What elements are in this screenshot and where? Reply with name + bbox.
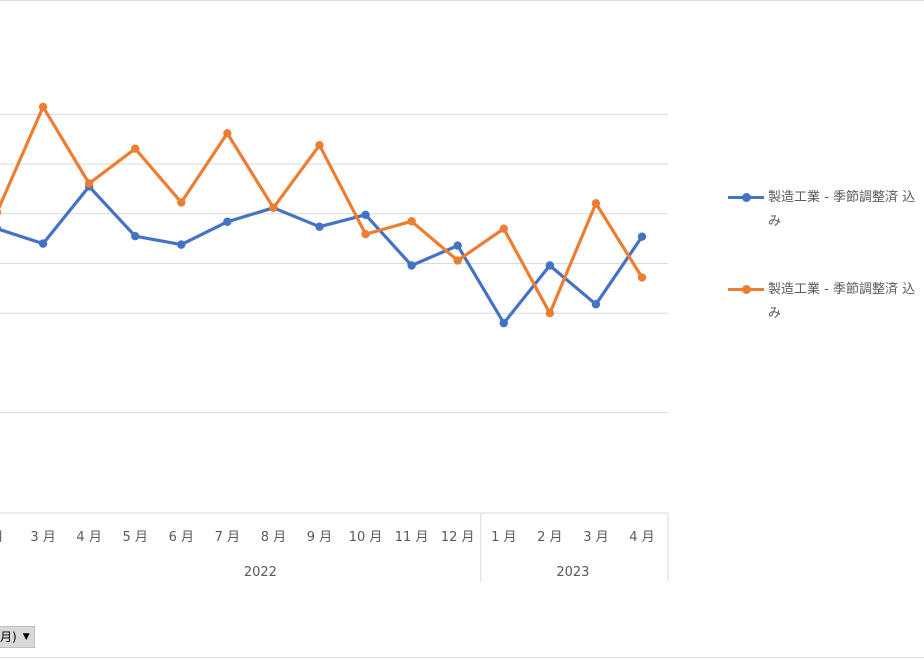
top-border bbox=[0, 0, 924, 1]
data-point-series-1 bbox=[637, 232, 647, 241]
x-tick-label: 12 月 bbox=[441, 530, 475, 545]
bottom-border bbox=[0, 657, 924, 658]
x-tick-label: 6 月 bbox=[169, 530, 194, 545]
x-tick-label: 3 月 bbox=[583, 530, 608, 545]
data-point-series-1 bbox=[545, 261, 555, 270]
data-point-series-1 bbox=[315, 222, 324, 231]
data-point-series-2 bbox=[315, 141, 324, 150]
x-tick-label: 10 月 bbox=[349, 530, 383, 545]
series-line-2 bbox=[0, 105, 644, 315]
year-group-label: 2023 bbox=[556, 565, 589, 580]
field-filter-label: 月) bbox=[0, 630, 17, 644]
data-point-series-2 bbox=[499, 224, 508, 233]
data-point-series-2 bbox=[637, 273, 647, 282]
data-point-series-2 bbox=[177, 198, 186, 207]
field-filter-button[interactable]: 月) ▼ bbox=[0, 626, 35, 648]
x-tick-label: 8 月 bbox=[261, 530, 286, 545]
data-point-series-2 bbox=[407, 217, 416, 226]
data-point-series-2 bbox=[453, 256, 462, 265]
legend-swatch-series-1 bbox=[728, 192, 764, 202]
x-tick-label: 2 月 bbox=[537, 530, 562, 545]
legend-marker-series-2 bbox=[742, 285, 751, 294]
x-tick-label: 9 月 bbox=[307, 530, 332, 545]
data-point-series-1 bbox=[0, 225, 2, 232]
data-point-series-2 bbox=[545, 309, 555, 318]
x-tick-label: 7 月 bbox=[215, 530, 240, 545]
x-tick-label: 月 bbox=[0, 530, 4, 545]
year-group-label: 2022 bbox=[244, 565, 277, 580]
legend-swatch-series-2 bbox=[728, 284, 764, 294]
data-point-series-2 bbox=[131, 144, 140, 153]
data-point-series-2 bbox=[269, 203, 278, 213]
data-point-series-1 bbox=[223, 217, 232, 226]
data-point-series-1 bbox=[131, 231, 140, 241]
legend-item-series-1: 製造工業 - 季節調整済 込み bbox=[728, 186, 924, 278]
legend: 製造工業 - 季節調整済 込み 製造工業 - 季節調整済 込み bbox=[728, 186, 924, 370]
data-point-series-2 bbox=[38, 102, 48, 112]
legend-marker-series-1 bbox=[742, 193, 751, 202]
chevron-down-icon: ▼ bbox=[22, 632, 30, 642]
legend-label-series-2: 製造工業 - 季節調整済 込み bbox=[768, 282, 916, 321]
legend-item-series-2: 製造工業 - 季節調整済 込み bbox=[728, 278, 924, 370]
legend-label-series-1: 製造工業 - 季節調整済 込み bbox=[768, 190, 916, 229]
data-point-series-2 bbox=[361, 229, 370, 239]
x-tick-label: 1 月 bbox=[491, 530, 516, 545]
x-tick-label: 4 月 bbox=[629, 530, 654, 545]
data-point-series-1 bbox=[361, 210, 370, 219]
data-point-series-1 bbox=[453, 241, 462, 250]
data-point-series-2 bbox=[223, 129, 232, 138]
data-point-series-2 bbox=[591, 199, 601, 208]
data-point-series-1 bbox=[177, 240, 186, 249]
x-tick-label: 4 月 bbox=[76, 530, 101, 545]
x-tick-label: 11 月 bbox=[395, 530, 429, 545]
x-tick-label: 5 月 bbox=[123, 530, 148, 545]
data-point-series-1 bbox=[499, 318, 508, 328]
data-point-series-1 bbox=[591, 300, 601, 309]
x-tick-label: 3 月 bbox=[30, 530, 55, 545]
data-point-series-2 bbox=[84, 179, 94, 188]
data-point-series-1 bbox=[407, 261, 416, 270]
data-point-series-2 bbox=[0, 209, 2, 216]
data-point-series-1 bbox=[38, 239, 48, 248]
